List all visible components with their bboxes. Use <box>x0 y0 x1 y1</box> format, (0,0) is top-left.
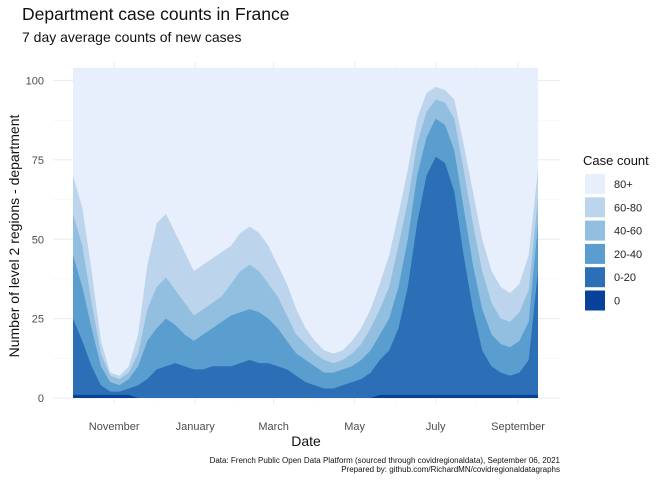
legend-swatch-60-80 <box>585 197 605 218</box>
legend-swatch-80-plus <box>585 174 605 194</box>
legend: Case count 80+ 60-80 40-60 20-40 0-20 0 <box>583 153 649 311</box>
chart-caption: Data: French Public Open Data Platform (… <box>210 456 560 474</box>
caption-line-prepared-by: Prepared by: github.com/RichardMN/covidr… <box>341 465 560 474</box>
legend-label-0: 0 <box>614 296 620 308</box>
x-tick-label-march: March <box>258 421 289 433</box>
legend-swatch-40-60 <box>585 220 605 241</box>
x-axis-ticks: November January March May July September <box>89 421 545 433</box>
x-tick-label-july: July <box>426 421 446 433</box>
area-series-group <box>73 67 538 399</box>
chart-subtitle: 7 day average counts of new cases <box>22 29 242 45</box>
y-tick-label: 25 <box>32 314 44 326</box>
y-tick-label: 50 <box>32 234 44 246</box>
legend-swatch-0-20 <box>585 267 605 288</box>
legend-label-80-plus: 80+ <box>614 179 633 191</box>
x-axis-title: Date <box>291 433 321 449</box>
x-tick-label-january: January <box>176 421 216 433</box>
caption-line-source: Data: French Public Open Data Platform (… <box>209 456 560 465</box>
area-series-0 <box>73 394 538 398</box>
area-series-0-20 <box>73 156 538 398</box>
x-tick-label-november: November <box>89 421 140 433</box>
legend-label-60-80: 60-80 <box>614 202 642 214</box>
y-axis-ticks: 0 25 50 75 100 <box>26 76 44 406</box>
y-tick-label: 75 <box>32 155 44 167</box>
chart-title: Department case counts in France <box>22 4 290 24</box>
legend-title: Case count <box>583 153 649 168</box>
y-tick-label: 0 <box>38 393 44 405</box>
legend-swatch-0 <box>585 290 605 311</box>
legend-label-40-60: 40-60 <box>614 226 642 238</box>
y-tick-label: 100 <box>26 76 44 88</box>
x-tick-label-may: May <box>344 421 365 433</box>
legend-swatch-20-40 <box>585 243 605 264</box>
legend-label-20-40: 20-40 <box>614 249 642 261</box>
legend-label-0-20: 0-20 <box>614 272 636 284</box>
y-axis-title: Number of level 2 regions - department <box>6 115 22 358</box>
x-tick-label-september: September <box>491 421 545 433</box>
